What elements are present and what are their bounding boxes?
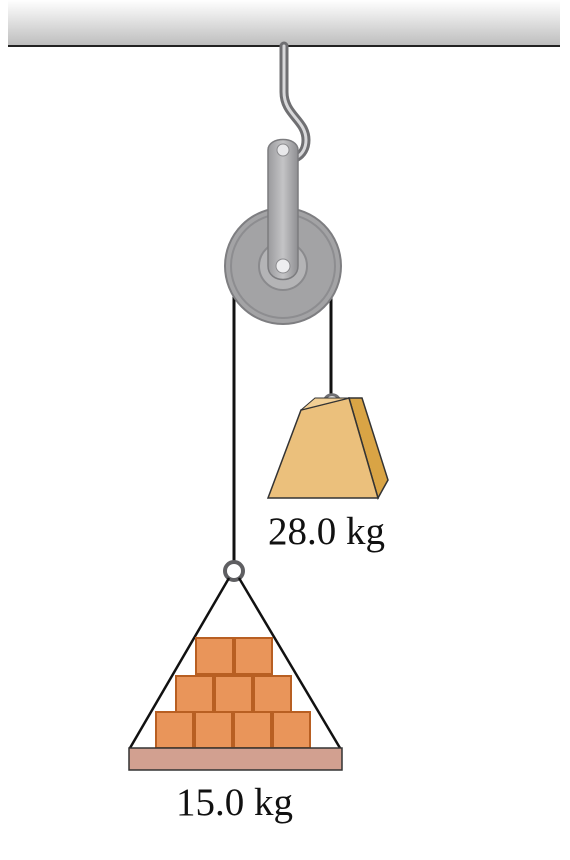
- sling-left: [128, 577, 231, 749]
- brick: [195, 637, 234, 675]
- axle-bolt: [275, 258, 291, 274]
- brick: [233, 711, 272, 749]
- brick-load: [128, 560, 343, 771]
- brick: [214, 675, 253, 713]
- brick-load-label: 15.0 kg: [176, 781, 293, 824]
- brick: [253, 675, 292, 713]
- hanging-weight-label: 28.0 kg: [268, 510, 385, 553]
- brick: [194, 711, 233, 749]
- ceiling: [8, 0, 560, 47]
- weight-top-face: [300, 397, 362, 411]
- top-bolt: [276, 143, 290, 157]
- pulley-bracket: [267, 138, 299, 281]
- pulley: [224, 138, 342, 325]
- brick: [175, 675, 214, 713]
- bricks: [155, 637, 311, 749]
- sling-right: [237, 577, 342, 749]
- load-ring: [223, 560, 245, 582]
- load-platform: [128, 747, 343, 771]
- brick: [234, 637, 273, 675]
- brick: [272, 711, 311, 749]
- brick: [155, 711, 194, 749]
- hanging-weight: [266, 393, 389, 500]
